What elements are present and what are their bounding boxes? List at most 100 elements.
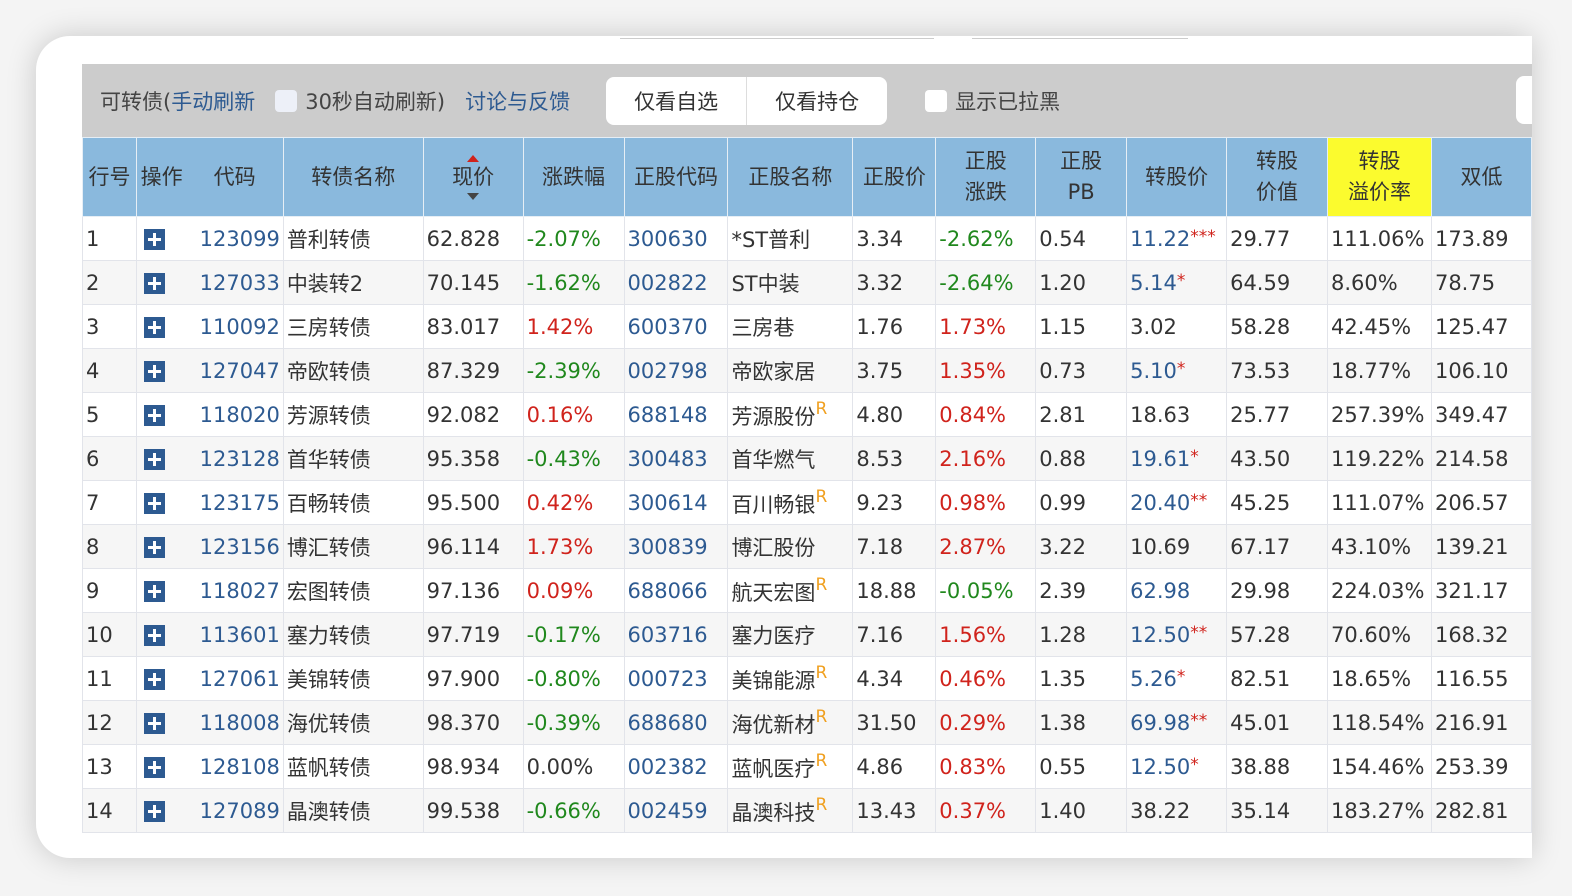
add-to-watchlist-icon[interactable] xyxy=(143,713,165,734)
header-premium-rate[interactable]: 转股 溢价率 xyxy=(1326,137,1432,217)
bond-code-link[interactable]: 110092 xyxy=(186,304,284,349)
conversion-price-value[interactable]: 12.50 xyxy=(1130,622,1191,647)
watchlist-only-button[interactable]: 仅看自选 xyxy=(606,76,748,125)
add-to-watchlist-icon[interactable] xyxy=(143,317,165,338)
conversion-price-value[interactable]: 5.10 xyxy=(1130,358,1177,383)
conversion-price: 5.10* xyxy=(1126,348,1228,393)
header-change[interactable]: 涨跌幅 xyxy=(522,137,625,217)
add-to-watchlist-icon[interactable] xyxy=(143,405,165,426)
conversion-price-value[interactable]: 19.61 xyxy=(1130,446,1191,471)
header-conversion-price[interactable]: 转股价 xyxy=(1126,137,1228,217)
bond-code-link[interactable]: 127047 xyxy=(186,348,284,393)
toolbar-right-button[interactable] xyxy=(1516,76,1532,124)
stock-code-link[interactable]: 002798 xyxy=(623,348,729,393)
action-cell xyxy=(135,348,187,393)
conversion-value: 82.51 xyxy=(1226,656,1328,701)
header-action[interactable]: 操作 xyxy=(135,137,187,217)
add-to-watchlist-icon[interactable] xyxy=(143,757,165,778)
bond-code-link[interactable]: 113601 xyxy=(186,612,284,657)
row-number: 4 xyxy=(82,348,137,393)
conversion-value: 73.53 xyxy=(1226,348,1328,393)
premium-rate: 111.06% xyxy=(1326,216,1432,261)
stock-code-link[interactable]: 688066 xyxy=(623,568,729,613)
bond-code-link[interactable]: 123099 xyxy=(186,216,284,261)
header-stock-change[interactable]: 正股 涨跌 xyxy=(935,137,1037,217)
conversion-price-value[interactable]: 20.40 xyxy=(1130,490,1191,515)
add-to-watchlist-icon[interactable] xyxy=(143,361,165,382)
row-number: 9 xyxy=(82,568,137,613)
stock-code-link[interactable]: 300483 xyxy=(623,436,729,481)
bond-code-link[interactable]: 118020 xyxy=(186,392,284,437)
stock-code-link[interactable]: 002459 xyxy=(623,788,729,833)
header-bond-name[interactable]: 转债名称 xyxy=(282,137,424,217)
stock-code-link[interactable]: 688680 xyxy=(623,700,729,745)
stock-code-link[interactable]: 300614 xyxy=(623,480,729,525)
bond-name: 普利转债 xyxy=(282,216,424,261)
manual-refresh-link[interactable]: 手动刷新 xyxy=(171,89,256,114)
header-stock-pb[interactable]: 正股 PB xyxy=(1035,137,1128,217)
stock-name-text: 塞力医疗 xyxy=(731,623,816,648)
add-to-watchlist-icon[interactable] xyxy=(143,229,165,250)
action-cell xyxy=(135,436,187,481)
row-number: 11 xyxy=(82,656,137,701)
action-cell xyxy=(135,480,187,525)
conversion-price-value[interactable]: 62.98 xyxy=(1130,578,1191,603)
sort-desc-icon[interactable] xyxy=(467,192,480,200)
bond-name: 芳源转债 xyxy=(282,392,424,437)
stock-code-link[interactable]: 603716 xyxy=(623,612,729,657)
header-price[interactable]: 现价 xyxy=(422,137,524,217)
conversion-price-value[interactable]: 5.14 xyxy=(1130,270,1177,295)
conversion-value: 29.77 xyxy=(1226,216,1328,261)
bond-code-link[interactable]: 127089 xyxy=(186,788,284,833)
premium-rate: 154.46% xyxy=(1326,744,1432,789)
stock-pb: 2.81 xyxy=(1035,392,1128,437)
header-stock-name[interactable]: 正股名称 xyxy=(727,137,854,217)
sort-asc-icon[interactable] xyxy=(467,154,480,162)
header-stock-price[interactable]: 正股价 xyxy=(852,137,937,217)
header-conversion-value[interactable]: 转股 价值 xyxy=(1226,137,1328,217)
conversion-price-value[interactable]: 11.22 xyxy=(1130,226,1191,251)
double-low: 168.32 xyxy=(1430,612,1532,657)
header-stock-code[interactable]: 正股代码 xyxy=(623,137,729,217)
bond-code-link[interactable]: 127061 xyxy=(186,656,284,701)
stock-code-link[interactable]: 600370 xyxy=(623,304,729,349)
feedback-link[interactable]: 讨论与反馈 xyxy=(465,89,571,114)
double-low: 282.81 xyxy=(1430,788,1532,833)
conversion-price-value[interactable]: 69.98 xyxy=(1130,710,1191,735)
holdings-only-button[interactable]: 仅看持仓 xyxy=(775,89,860,114)
header-double-low[interactable]: 双低 xyxy=(1430,137,1532,217)
conversion-price: 38.22 xyxy=(1126,788,1228,833)
bond-code-link[interactable]: 118027 xyxy=(186,568,284,613)
stock-code-link[interactable]: 300630 xyxy=(623,216,729,261)
filter-button-group: 仅看自选 仅看持仓 xyxy=(606,76,888,125)
add-to-watchlist-icon[interactable] xyxy=(143,625,165,646)
bond-code-link[interactable]: 127033 xyxy=(186,260,284,305)
add-to-watchlist-icon[interactable] xyxy=(143,581,165,602)
bond-code-link[interactable]: 123175 xyxy=(186,480,284,525)
stock-code-link[interactable]: 002382 xyxy=(623,744,729,789)
r-badge: R xyxy=(815,662,828,683)
header-label: 正股 涨跌 xyxy=(964,149,1007,204)
add-to-watchlist-icon[interactable] xyxy=(143,669,165,690)
add-to-watchlist-icon[interactable] xyxy=(143,449,165,470)
stock-code-link[interactable]: 300839 xyxy=(623,524,729,569)
conversion-price-value[interactable]: 12.50 xyxy=(1130,754,1191,779)
bond-code-link[interactable]: 123128 xyxy=(186,436,284,481)
conversion-price-value[interactable]: 5.26 xyxy=(1130,666,1177,691)
add-to-watchlist-icon[interactable] xyxy=(143,493,165,514)
header-code[interactable]: 代码 xyxy=(186,137,284,217)
add-to-watchlist-icon[interactable] xyxy=(143,537,165,558)
bond-code-link[interactable]: 118008 xyxy=(186,700,284,745)
stock-price: 1.76 xyxy=(852,304,937,349)
bond-code-link[interactable]: 123156 xyxy=(186,524,284,569)
stock-code-link[interactable]: 688148 xyxy=(623,392,729,437)
stock-code-link[interactable]: 002822 xyxy=(623,260,729,305)
header-row-number[interactable]: 行号 xyxy=(82,137,137,217)
show-blacklisted-checkbox[interactable] xyxy=(925,89,948,112)
change-percent: 1.42% xyxy=(522,304,625,349)
add-to-watchlist-icon[interactable] xyxy=(143,273,165,294)
stock-code-link[interactable]: 000723 xyxy=(623,656,729,701)
bond-code-link[interactable]: 128108 xyxy=(186,744,284,789)
auto-refresh-checkbox[interactable] xyxy=(275,89,298,112)
add-to-watchlist-icon[interactable] xyxy=(143,801,165,822)
